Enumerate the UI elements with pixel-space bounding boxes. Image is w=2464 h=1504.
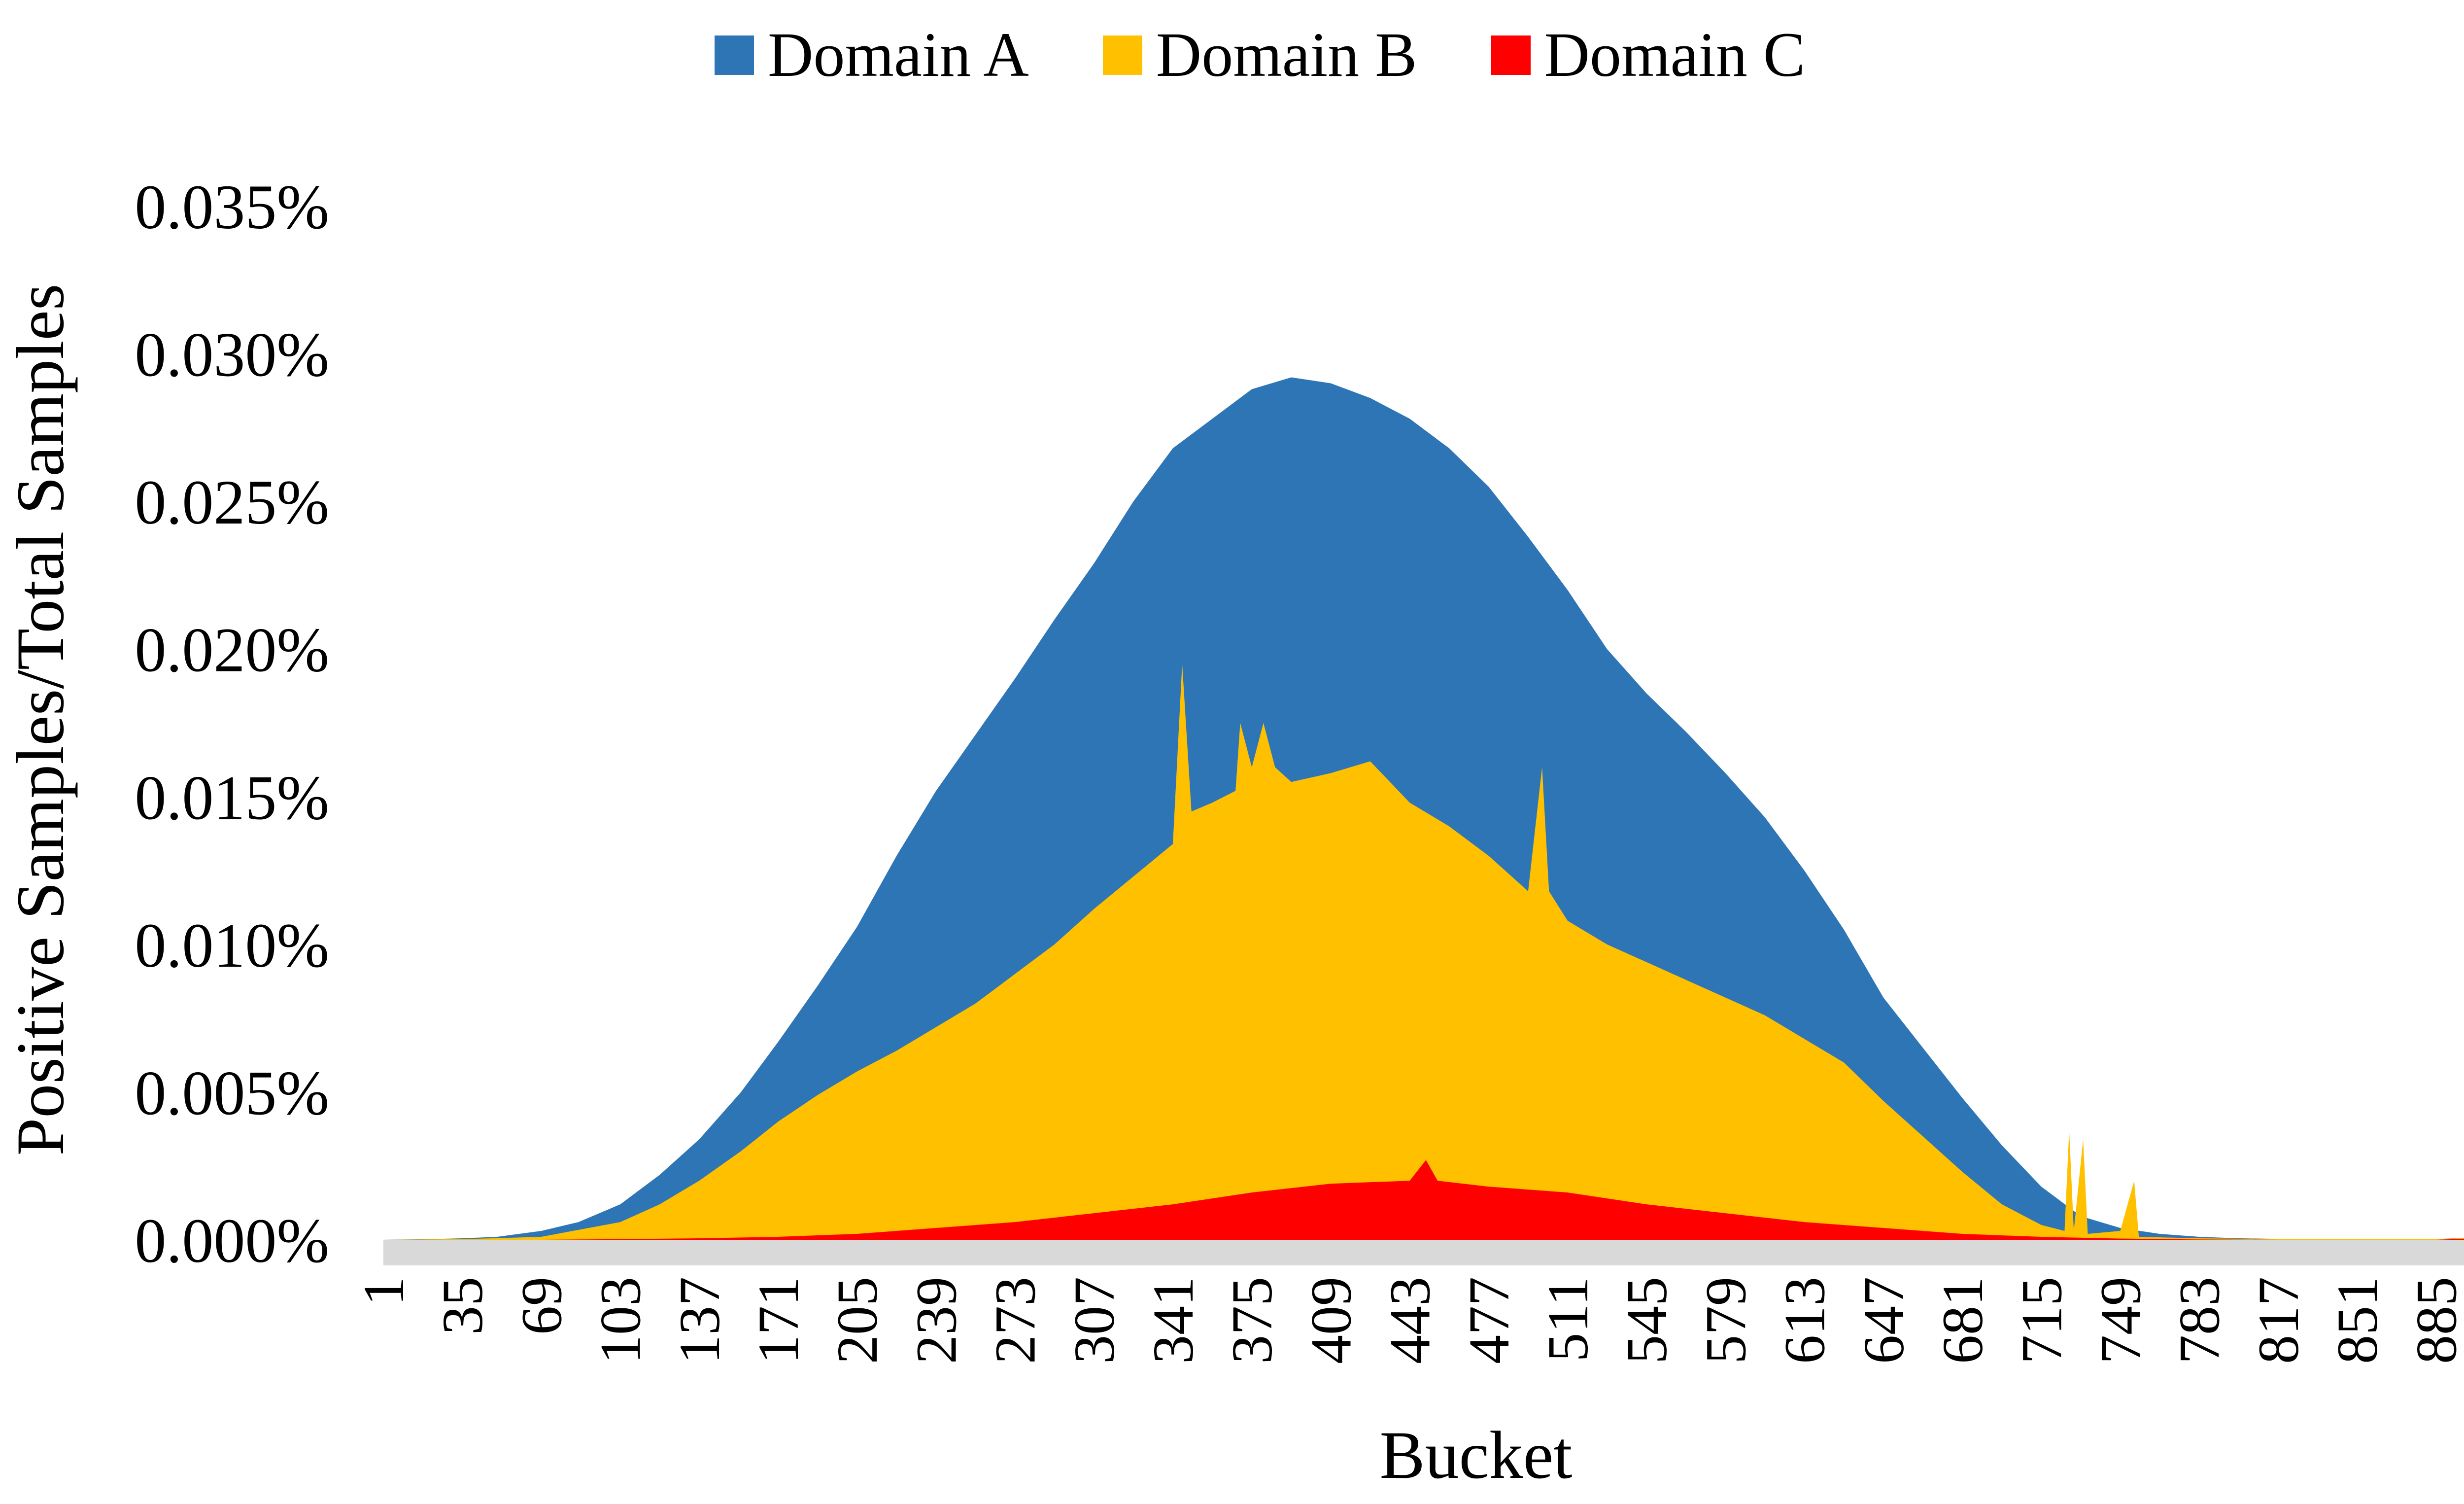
x-tick-label: 35 [430,1277,495,1335]
x-tick-label: 817 [2246,1277,2311,1364]
x-tick-label: 171 [746,1277,811,1364]
y-tick-label: 0.025% [135,467,329,537]
y-axis-label: Positive Samples/Total Samples [2,284,78,1156]
legend-swatch-domain-b [1102,35,1142,75]
x-axis-label: Bucket [1380,1417,1573,1493]
x-tick-label: 273 [983,1277,1048,1364]
legend-label-domain-c: Domain C [1544,20,1806,90]
x-tick-label: 851 [2325,1277,2390,1364]
x-tick-label: 885 [2404,1277,2464,1364]
x-tick-label: 715 [2009,1277,2074,1364]
x-axis-line [383,1240,2464,1265]
legend-swatch-domain-c [1491,35,1531,75]
x-tick-label: 477 [1457,1277,1521,1364]
x-tick-label: 103 [588,1277,653,1364]
x-tick-label: 137 [667,1277,732,1364]
y-tick-label: 0.035% [135,172,329,242]
x-axis-ticks: 1 35 69 103 137 171 205 239 273 307 341 375 409 443 47… [351,1277,2464,1364]
x-tick-label: 239 [904,1277,968,1364]
legend-label-domain-b: Domain B [1156,20,1417,90]
y-tick-label: 0.015% [135,763,329,833]
x-tick-label: 69 [509,1277,574,1335]
y-axis-ticks: 0.000% 0.005% 0.010% 0.015% 0.020% 0.025% 0.03… [135,172,329,1276]
x-tick-label: 647 [1851,1277,1916,1364]
x-tick-label: 205 [825,1277,890,1364]
x-tick-label: 749 [2088,1277,2153,1364]
area-series-domain-c [383,1160,2464,1240]
x-tick-label: 545 [1614,1277,1679,1364]
x-tick-label: 511 [1536,1277,1600,1362]
y-tick-label: 0.010% [135,910,329,980]
x-tick-label: 681 [1930,1277,1995,1364]
y-tick-label: 0.005% [135,1058,329,1128]
y-tick-label: 0.030% [135,320,329,390]
legend-swatch-domain-a [715,35,754,75]
area-series-domain-a [383,377,2464,1240]
x-tick-label: 579 [1693,1277,1758,1364]
x-tick-label: 307 [1062,1277,1127,1364]
series-layer [383,377,2464,1240]
x-tick-label: 1 [351,1277,416,1306]
legend-item-domain-b[interactable]: Domain B [1102,19,1417,91]
x-tick-label: 613 [1773,1277,1837,1364]
y-tick-label: 0.020% [135,615,329,685]
x-tick-label: 443 [1378,1277,1442,1364]
x-tick-label: 341 [1141,1277,1205,1364]
legend-item-domain-a[interactable]: Domain A [715,19,1029,91]
x-tick-label: 409 [1299,1277,1363,1364]
x-tick-label: 375 [1220,1277,1284,1364]
x-tick-label: 783 [2167,1277,2232,1364]
legend-item-domain-c[interactable]: Domain C [1491,19,1806,91]
legend: Domain A Domain B Domain C [715,19,1805,91]
legend-label-domain-a: Domain A [768,20,1029,90]
y-tick-label: 0.000% [135,1206,329,1276]
area-series-domain-b [383,664,2464,1240]
